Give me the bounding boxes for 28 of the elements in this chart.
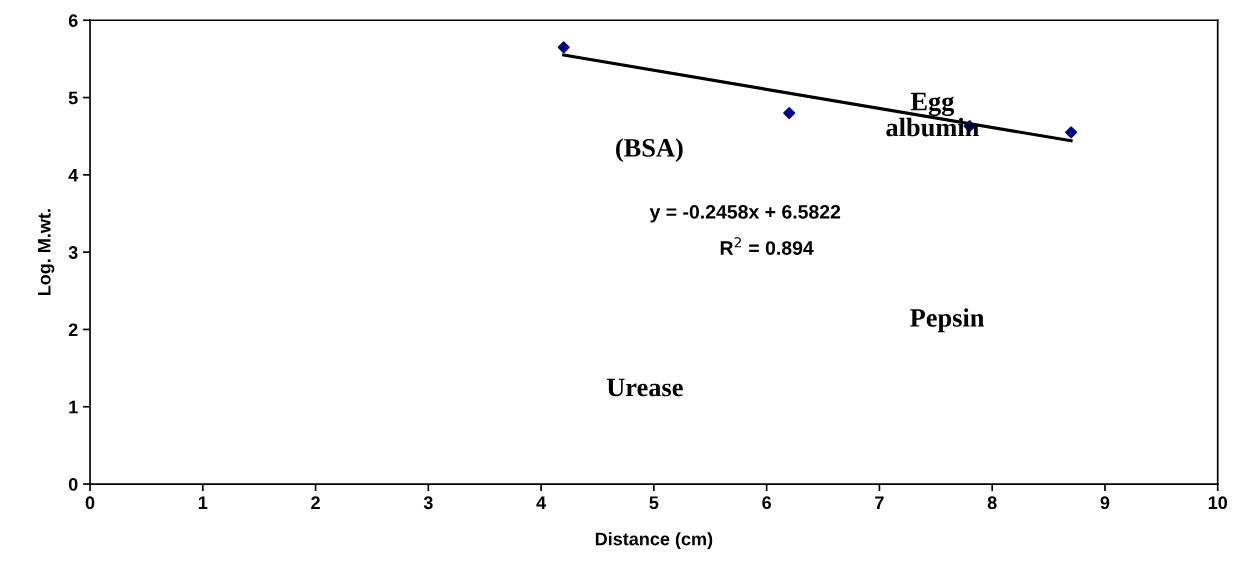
y-tick-label: 0: [68, 477, 78, 491]
annotation: Urease: [606, 378, 683, 397]
x-tick-label: 6: [762, 496, 772, 510]
x-tick-label: 2: [311, 496, 320, 509]
x-tick-label: 4: [536, 496, 547, 509]
x-tick-label: 3: [423, 496, 433, 510]
annotation: y = -0.2458x + 6.5822: [649, 204, 841, 223]
y-axis-title: Log. M.wt.: [38, 209, 55, 296]
point: [557, 41, 570, 54]
x-tick-label: 0: [85, 496, 95, 510]
x-tick-label: 5: [649, 496, 659, 510]
x-axis-title: Distance (cm): [595, 532, 713, 549]
y-tick-label: 4: [68, 168, 79, 182]
x-tick-label: 7: [875, 496, 884, 509]
point: [783, 106, 796, 120]
annotation: R$^{2}$ = 0.894: [720, 237, 814, 255]
y-tick-label: 3: [68, 246, 78, 259]
y-tick-label: 1: [69, 400, 78, 414]
x-tick-label: 1: [198, 496, 208, 509]
annotation: (BSA): [616, 138, 683, 163]
x-tick-label: 9: [1100, 496, 1110, 510]
x-tick-label: 8: [987, 496, 997, 510]
y-tick-label: 5: [68, 91, 78, 105]
x-tick-label: 10: [1208, 496, 1228, 510]
y-tick-label: 2: [68, 323, 78, 336]
point: [1065, 126, 1078, 139]
annotation: Pepsin: [910, 308, 985, 333]
y-tick-label: 6: [68, 14, 78, 27]
